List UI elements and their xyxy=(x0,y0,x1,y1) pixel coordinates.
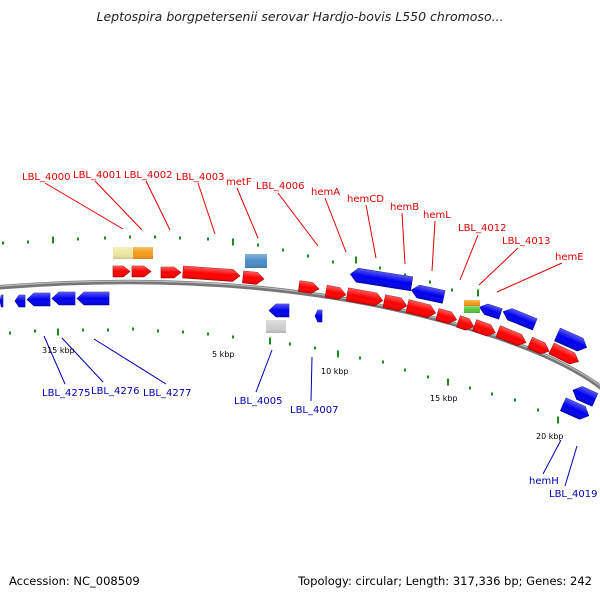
gene-label[interactable]: LBL_4006 xyxy=(256,181,304,192)
gene-arrow[interactable] xyxy=(559,397,591,422)
leader-line xyxy=(93,338,167,385)
gene-label[interactable]: LBL_4019 xyxy=(549,489,597,500)
gene-arrow[interactable] xyxy=(495,325,528,348)
feature-block[interactable] xyxy=(464,306,480,313)
gene-label[interactable]: LBL_4002 xyxy=(124,170,172,181)
leader-line xyxy=(44,182,124,230)
gene-arrow[interactable] xyxy=(14,294,26,308)
leader-line xyxy=(236,187,259,239)
leader-line xyxy=(401,212,406,265)
feature-block[interactable] xyxy=(464,300,480,306)
gene-arrow[interactable] xyxy=(410,284,446,304)
leader-line xyxy=(478,247,519,286)
gene-arrow[interactable] xyxy=(527,336,551,357)
feature-block[interactable] xyxy=(245,254,267,268)
gene-arrow[interactable] xyxy=(345,287,384,307)
gene-label[interactable]: hemA xyxy=(311,187,340,198)
gene-arrow[interactable] xyxy=(435,308,459,325)
gene-arrow[interactable] xyxy=(570,384,599,407)
feature-block[interactable] xyxy=(266,320,286,333)
gene-arrow[interactable] xyxy=(242,270,265,285)
tick-label: 315 kbp xyxy=(42,346,75,355)
gene-label[interactable]: LBL_4012 xyxy=(458,223,506,234)
genome-summary-text: Topology: circular; Length: 317,336 bp; … xyxy=(298,574,592,588)
gene-arrow[interactable] xyxy=(182,265,241,282)
gene-arrow[interactable] xyxy=(26,292,51,307)
leader-line xyxy=(94,180,143,231)
feature-block[interactable] xyxy=(113,247,133,259)
gene-arrow[interactable] xyxy=(0,294,4,308)
gene-arrow[interactable] xyxy=(297,280,320,295)
accession-text: Accession: NC_008509 xyxy=(9,574,140,588)
gene-label[interactable]: LBL_4275 xyxy=(42,388,90,399)
leader-line xyxy=(564,445,578,487)
gene-features xyxy=(0,247,599,422)
gene-arrow[interactable] xyxy=(548,342,581,367)
gene-arrow[interactable] xyxy=(478,302,503,320)
leader-line xyxy=(61,337,104,383)
gene-arrow[interactable] xyxy=(382,294,408,312)
gene-label[interactable]: LBL_4013 xyxy=(502,236,550,247)
leader-line xyxy=(496,262,563,293)
gene-arrow[interactable] xyxy=(160,266,182,279)
leader-line xyxy=(365,204,377,259)
gene-arrow[interactable] xyxy=(554,327,590,354)
gene-label[interactable]: hemCD xyxy=(347,194,384,205)
leader-line xyxy=(43,335,66,385)
leader-line xyxy=(255,349,273,393)
gene-arrow[interactable] xyxy=(51,291,76,306)
tick-label: 15 kbp xyxy=(430,394,458,403)
gene-label[interactable]: LBL_4007 xyxy=(290,405,338,416)
leader-line xyxy=(145,180,171,231)
gene-arrow[interactable] xyxy=(472,319,498,339)
gene-arrow[interactable] xyxy=(314,309,323,323)
gene-label[interactable]: metF xyxy=(226,177,252,188)
leader-line xyxy=(459,234,479,281)
gene-label[interactable]: hemE xyxy=(555,252,584,263)
gene-label[interactable]: hemH xyxy=(529,476,559,487)
tick-label: 5 kbp xyxy=(212,350,234,359)
gene-label[interactable]: LBL_4276 xyxy=(91,386,139,397)
gene-arrow[interactable] xyxy=(76,291,110,306)
map-title: Leptospira borgpetersenii serovar Hardjo… xyxy=(96,9,504,24)
tick-label: 10 kbp xyxy=(321,367,349,376)
label-leader-lines xyxy=(43,180,578,487)
gene-label[interactable]: LBL_4000 xyxy=(22,172,70,183)
gene-arrow[interactable] xyxy=(131,265,152,278)
gene-label[interactable]: LBL_4005 xyxy=(234,396,282,407)
gene-arrow[interactable] xyxy=(349,267,414,292)
gene-label[interactable]: LBL_4277 xyxy=(143,388,191,399)
gene-arrow[interactable] xyxy=(112,265,131,278)
tick-label: 20 kbp xyxy=(536,432,564,441)
gene-arrow[interactable] xyxy=(456,315,476,332)
leader-line xyxy=(431,220,436,272)
gene-label[interactable]: hemL xyxy=(423,210,451,221)
gene-arrow[interactable] xyxy=(501,306,538,331)
leader-line xyxy=(324,197,347,253)
feature-block[interactable] xyxy=(133,247,153,259)
leader-line xyxy=(542,439,562,475)
gene-label[interactable]: LBL_4003 xyxy=(176,172,224,183)
leader-line xyxy=(277,192,319,247)
gene-arrow[interactable] xyxy=(268,303,290,318)
gene-arrow[interactable] xyxy=(405,299,437,320)
gene-label[interactable]: hemB xyxy=(390,202,419,213)
scale-ticks xyxy=(2,235,559,424)
leader-line xyxy=(310,356,313,402)
leader-line xyxy=(197,182,216,235)
gene-label[interactable]: LBL_4001 xyxy=(73,170,121,181)
gene-arrow[interactable] xyxy=(324,285,347,300)
